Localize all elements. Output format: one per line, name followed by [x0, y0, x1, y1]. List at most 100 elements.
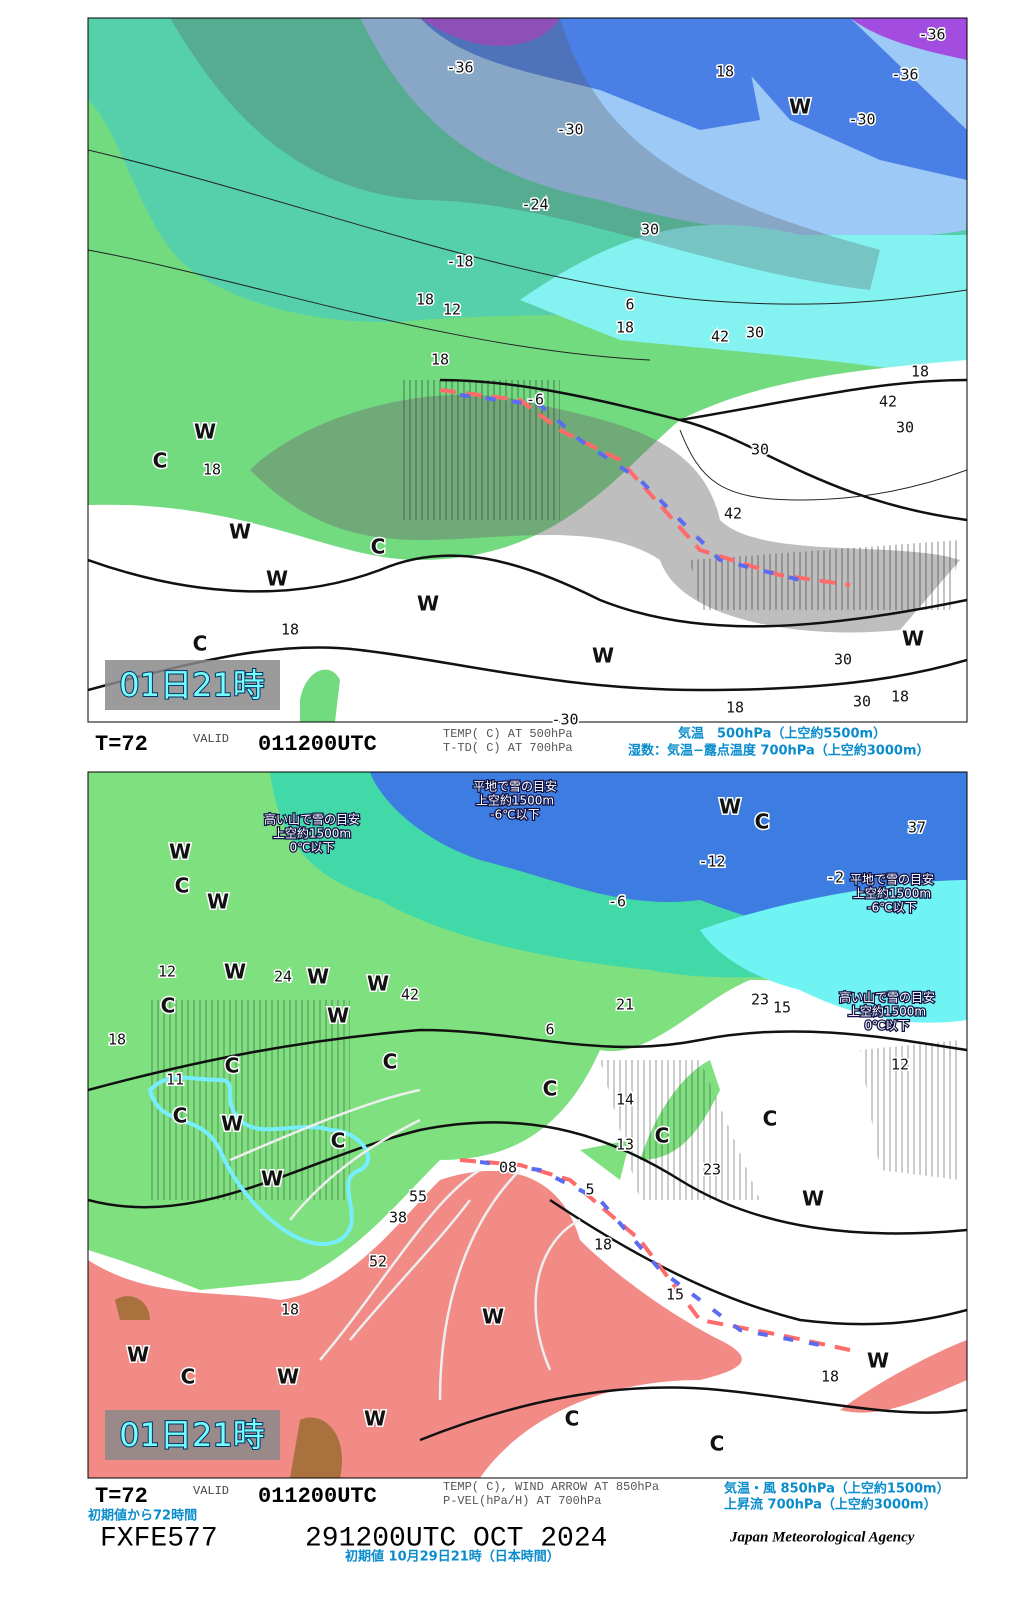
contour-label: 18	[281, 621, 299, 639]
pressure-letter: C	[225, 1054, 240, 1078]
field: T-TD( C) AT 700hPa	[443, 741, 573, 755]
contour-label: -30	[556, 121, 583, 139]
contour-label: 52	[369, 1253, 387, 1271]
contour-label: 23	[703, 1161, 721, 1179]
pressure-letter: W	[867, 1349, 889, 1373]
contour-label: 23	[751, 991, 769, 1009]
contour-label: -6	[526, 391, 544, 409]
pressure-letter: W	[367, 972, 389, 996]
snow-annotation: 上空約1500m	[476, 793, 554, 808]
contour-label: 14	[616, 1091, 634, 1109]
contour-label: 18	[431, 351, 449, 369]
contour-label: -24	[521, 196, 548, 214]
contour-label: 5	[585, 1181, 594, 1199]
snow-annotation: 平地で雪の目安	[850, 872, 934, 887]
pressure-letter: W	[224, 960, 246, 984]
pressure-letter: W	[417, 592, 439, 616]
step: T=72	[95, 1484, 148, 1509]
valid-time: 011200UTC	[258, 732, 377, 757]
pressure-letter: C	[655, 1124, 670, 1148]
contour-label: 08	[499, 1159, 517, 1177]
upper-frame	[87, 17, 968, 723]
contour-label: 30	[751, 441, 769, 459]
snow-annotation: 上空約1500m	[853, 886, 931, 901]
contour-label: 30	[834, 651, 852, 669]
contour-label: 18	[281, 1301, 299, 1319]
pressure-letter: C	[371, 535, 386, 559]
legend-ja: 湿数：気温−露点温度 700hPa（上空約3000m）	[628, 743, 930, 759]
contour-label: 30	[853, 693, 871, 711]
snow-annotation: 0℃以下	[864, 1019, 909, 1033]
snow-annotation: 平地で雪の目安	[473, 779, 557, 794]
contour-label: 21	[616, 996, 634, 1014]
contour-label: 12	[158, 963, 176, 981]
pressure-letter: W	[592, 644, 614, 668]
contour-label: 18	[616, 319, 634, 337]
pressure-letter: C	[543, 1077, 558, 1101]
pressure-letter: W	[229, 520, 251, 544]
field: TEMP( C), WIND ARROW AT 850hPa	[443, 1480, 659, 1494]
contour-label: 18	[203, 461, 221, 479]
pressure-letter: W	[266, 567, 288, 591]
contour-label: 30	[896, 419, 914, 437]
upper-labels: -36 -36 -36 -30 -30 -24 -18 18 12 18 -6 30 6 18 42 30 18…	[151, 24, 947, 730]
valid: VALID	[193, 1484, 229, 1498]
contour-label: 38	[389, 1209, 407, 1227]
contour-label: -30	[551, 711, 578, 729]
lower-panel-fields	[88, 772, 967, 1478]
chart-id: FXFE577	[100, 1523, 218, 1554]
pressure-letter: W	[127, 1343, 149, 1367]
pressure-letter: C	[383, 1050, 398, 1074]
time-box	[105, 660, 280, 710]
pressure-letter: W	[207, 890, 229, 914]
contour-label: -18	[446, 253, 473, 271]
pressure-letter: W	[221, 1112, 243, 1136]
pressure-letter: W	[194, 420, 216, 444]
contour-label: 42	[711, 328, 729, 346]
contour-label: 24	[274, 968, 292, 986]
contour-label: 18	[108, 1031, 126, 1049]
pressure-letter: W	[719, 795, 741, 819]
pressure-letter: C	[175, 874, 190, 898]
contour-label: 18	[594, 1236, 612, 1254]
pressure-letter: C	[763, 1107, 778, 1131]
contour-label: 12	[891, 1056, 909, 1074]
contour-label: 42	[724, 505, 742, 523]
field: P-VEL(hPa/H) AT 700hPa	[443, 1494, 601, 1508]
pressure-letter: W	[261, 1167, 283, 1191]
contour-label: 18	[891, 688, 909, 706]
time-label: 01日21時	[119, 666, 264, 704]
snow-annotation: 上空約1500m	[273, 826, 351, 841]
valid-time: 011200UTC	[258, 1484, 377, 1509]
upper-panel-fields	[88, 18, 967, 722]
pressure-letter: W	[277, 1365, 299, 1389]
pressure-letter: W	[802, 1187, 824, 1211]
contour-label: 42	[879, 393, 897, 411]
contour-label: -12	[698, 853, 725, 871]
snow-annotation: -6℃以下	[490, 808, 539, 822]
contour-label: -36	[446, 59, 473, 77]
pressure-letter: W	[327, 1004, 349, 1028]
contour-label: 18	[416, 291, 434, 309]
contour-label: 11	[166, 1071, 184, 1089]
initial-time: 291200UTC OCT 2024	[305, 1523, 607, 1554]
contour-label: -6	[608, 893, 626, 911]
contour-label: -36	[918, 26, 945, 44]
contour-label: -30	[848, 111, 875, 129]
contour-label: 37	[908, 819, 926, 837]
contour-label: 13	[616, 1136, 634, 1154]
agency: Japan Meteorological Agency	[729, 1529, 915, 1545]
pressure-letter: C	[161, 994, 176, 1018]
pressure-letter: C	[173, 1104, 188, 1128]
pressure-letter: C	[331, 1129, 346, 1153]
forecast-hours: 初期値から72時間	[88, 1508, 197, 1524]
valid: VALID	[193, 732, 229, 746]
contour-label: 12	[443, 301, 461, 319]
pressure-letter: C	[181, 1365, 196, 1389]
legend-ja: 気温・風 850hPa（上空約1500m）	[724, 1481, 950, 1497]
contour-label: 30	[746, 324, 764, 342]
pressure-letter: W	[307, 965, 329, 989]
step: T=72	[95, 732, 148, 757]
pressure-letter: C	[565, 1407, 580, 1431]
